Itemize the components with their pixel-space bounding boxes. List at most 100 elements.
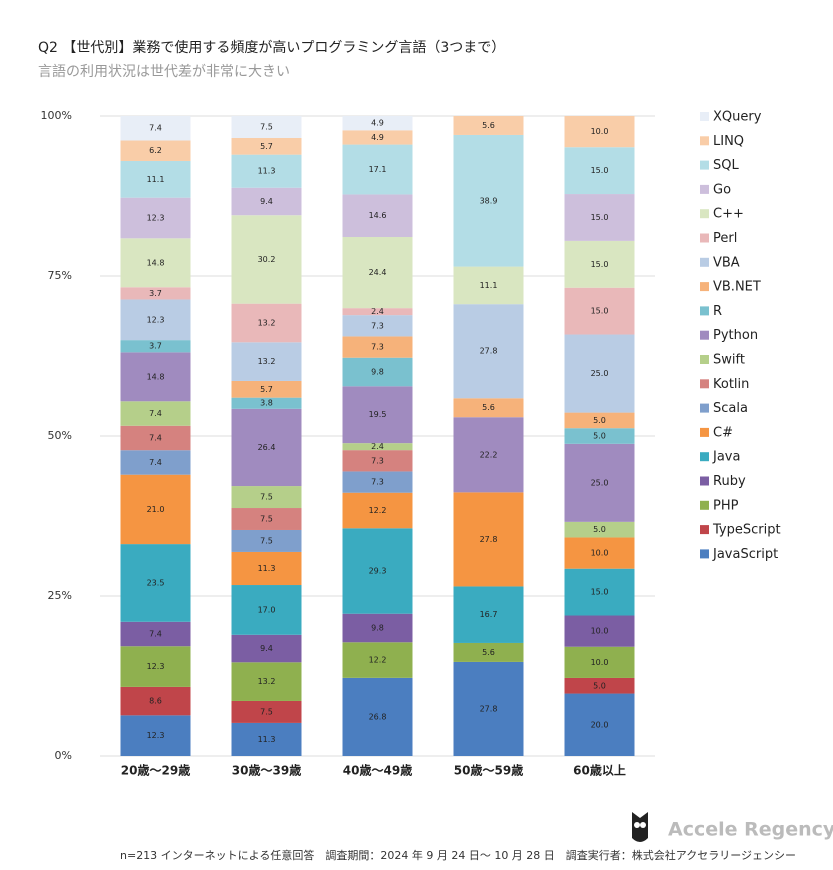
bar-segment bbox=[453, 492, 524, 587]
bar-segment bbox=[342, 450, 413, 472]
data-label: 7.3 bbox=[371, 343, 384, 352]
data-label: 13.2 bbox=[258, 318, 276, 327]
bar-segment bbox=[231, 662, 302, 701]
y-tick-label: 0% bbox=[55, 749, 72, 762]
legend-label: Python bbox=[713, 328, 758, 343]
legend-label: R bbox=[713, 304, 722, 319]
bar-segment bbox=[453, 134, 524, 267]
bar-segment bbox=[231, 634, 302, 663]
data-label: 7.5 bbox=[260, 536, 273, 545]
bar-segment bbox=[231, 187, 302, 216]
legend-label: PHP bbox=[713, 498, 739, 513]
data-label: 10.0 bbox=[591, 549, 609, 558]
bar-segment bbox=[453, 398, 524, 418]
data-label: 11.3 bbox=[258, 735, 276, 744]
legend-swatch bbox=[700, 403, 709, 413]
bar-segment bbox=[342, 194, 413, 238]
bar-segment bbox=[342, 613, 413, 643]
bar-segment bbox=[120, 544, 191, 622]
data-label: 11.3 bbox=[258, 167, 276, 176]
data-label: 10.0 bbox=[591, 658, 609, 667]
data-label: 24.4 bbox=[369, 268, 387, 277]
bar-segment bbox=[231, 700, 302, 723]
legend-swatch bbox=[700, 379, 709, 389]
data-label: 13.2 bbox=[258, 677, 276, 686]
bar-segment bbox=[231, 342, 302, 381]
data-label: 14.8 bbox=[147, 372, 165, 381]
data-label: 26.4 bbox=[258, 443, 276, 452]
bar-segment bbox=[453, 116, 524, 135]
bar-segment bbox=[342, 677, 413, 756]
bar-segment bbox=[231, 585, 302, 635]
legend-label: Go bbox=[713, 182, 731, 197]
legend-label: XQuery bbox=[713, 110, 762, 125]
legend-label: Scala bbox=[713, 401, 748, 416]
bar-segment bbox=[342, 237, 413, 309]
legend-swatch bbox=[700, 257, 709, 267]
data-label: 19.5 bbox=[369, 410, 387, 419]
data-label: 11.3 bbox=[258, 564, 276, 573]
data-label: 2.4 bbox=[371, 307, 384, 316]
data-label: 13.2 bbox=[258, 357, 276, 366]
bar-segment bbox=[120, 646, 191, 687]
legend-swatch bbox=[700, 525, 709, 535]
bar-segment bbox=[564, 334, 635, 413]
bar-segment bbox=[120, 299, 191, 341]
bar-segment bbox=[564, 521, 635, 538]
legend-swatch bbox=[700, 427, 709, 437]
data-label: 3.7 bbox=[149, 342, 162, 351]
legend-label: SQL bbox=[713, 158, 739, 173]
y-tick-label: 25% bbox=[48, 589, 72, 602]
bar-segment bbox=[120, 287, 191, 300]
bar-segment bbox=[231, 137, 302, 155]
data-label: 20.0 bbox=[591, 720, 609, 729]
bar-segment bbox=[120, 450, 191, 475]
data-label: 12.3 bbox=[147, 213, 165, 222]
legend-label: JavaScript bbox=[712, 547, 778, 562]
bar-segment bbox=[564, 194, 635, 241]
brand-logo bbox=[632, 812, 648, 842]
bar-segment bbox=[564, 287, 635, 335]
data-label: 5.6 bbox=[482, 121, 495, 130]
data-label: 7.3 bbox=[371, 321, 384, 330]
legend-swatch bbox=[700, 209, 709, 219]
bar-segment bbox=[564, 646, 635, 678]
data-label: 7.5 bbox=[260, 515, 273, 524]
legend-swatch bbox=[700, 549, 709, 559]
data-label: 12.3 bbox=[147, 662, 165, 671]
bar-segment bbox=[564, 240, 635, 288]
bar-segment bbox=[453, 661, 524, 756]
bar-segment bbox=[120, 715, 191, 756]
data-label: 5.6 bbox=[482, 403, 495, 412]
bar-segment bbox=[342, 315, 413, 337]
data-label: 14.6 bbox=[369, 211, 387, 220]
bar-segment bbox=[120, 140, 191, 161]
bar-segment bbox=[120, 686, 191, 716]
legend-swatch bbox=[700, 452, 709, 462]
bar-segment bbox=[453, 586, 524, 643]
data-label: 5.0 bbox=[593, 681, 606, 690]
data-label: 22.2 bbox=[480, 450, 498, 459]
legend-label: Perl bbox=[713, 231, 737, 246]
bar-segment bbox=[231, 116, 302, 138]
bar-segment bbox=[231, 303, 302, 343]
data-label: 7.4 bbox=[149, 630, 162, 639]
y-tick-label: 50% bbox=[48, 429, 72, 442]
legend-label: Swift bbox=[713, 353, 745, 368]
bar-segment bbox=[120, 621, 191, 647]
bar-segment bbox=[342, 492, 413, 529]
data-label: 38.9 bbox=[480, 196, 498, 205]
bar-segment bbox=[564, 615, 635, 647]
bar-segment bbox=[342, 116, 413, 131]
x-tick-label: 60歳以上 bbox=[573, 763, 626, 778]
bar-segment bbox=[120, 425, 191, 451]
bar-segment bbox=[342, 386, 413, 444]
bar-segment bbox=[120, 401, 191, 426]
bar-segment bbox=[120, 116, 191, 141]
data-label: 12.3 bbox=[147, 731, 165, 740]
x-tick-label: 40歳〜49歳 bbox=[343, 763, 412, 778]
data-label: 21.0 bbox=[147, 505, 165, 514]
legend-swatch bbox=[700, 136, 709, 146]
legend-swatch bbox=[700, 233, 709, 243]
bar-segment bbox=[231, 397, 302, 409]
